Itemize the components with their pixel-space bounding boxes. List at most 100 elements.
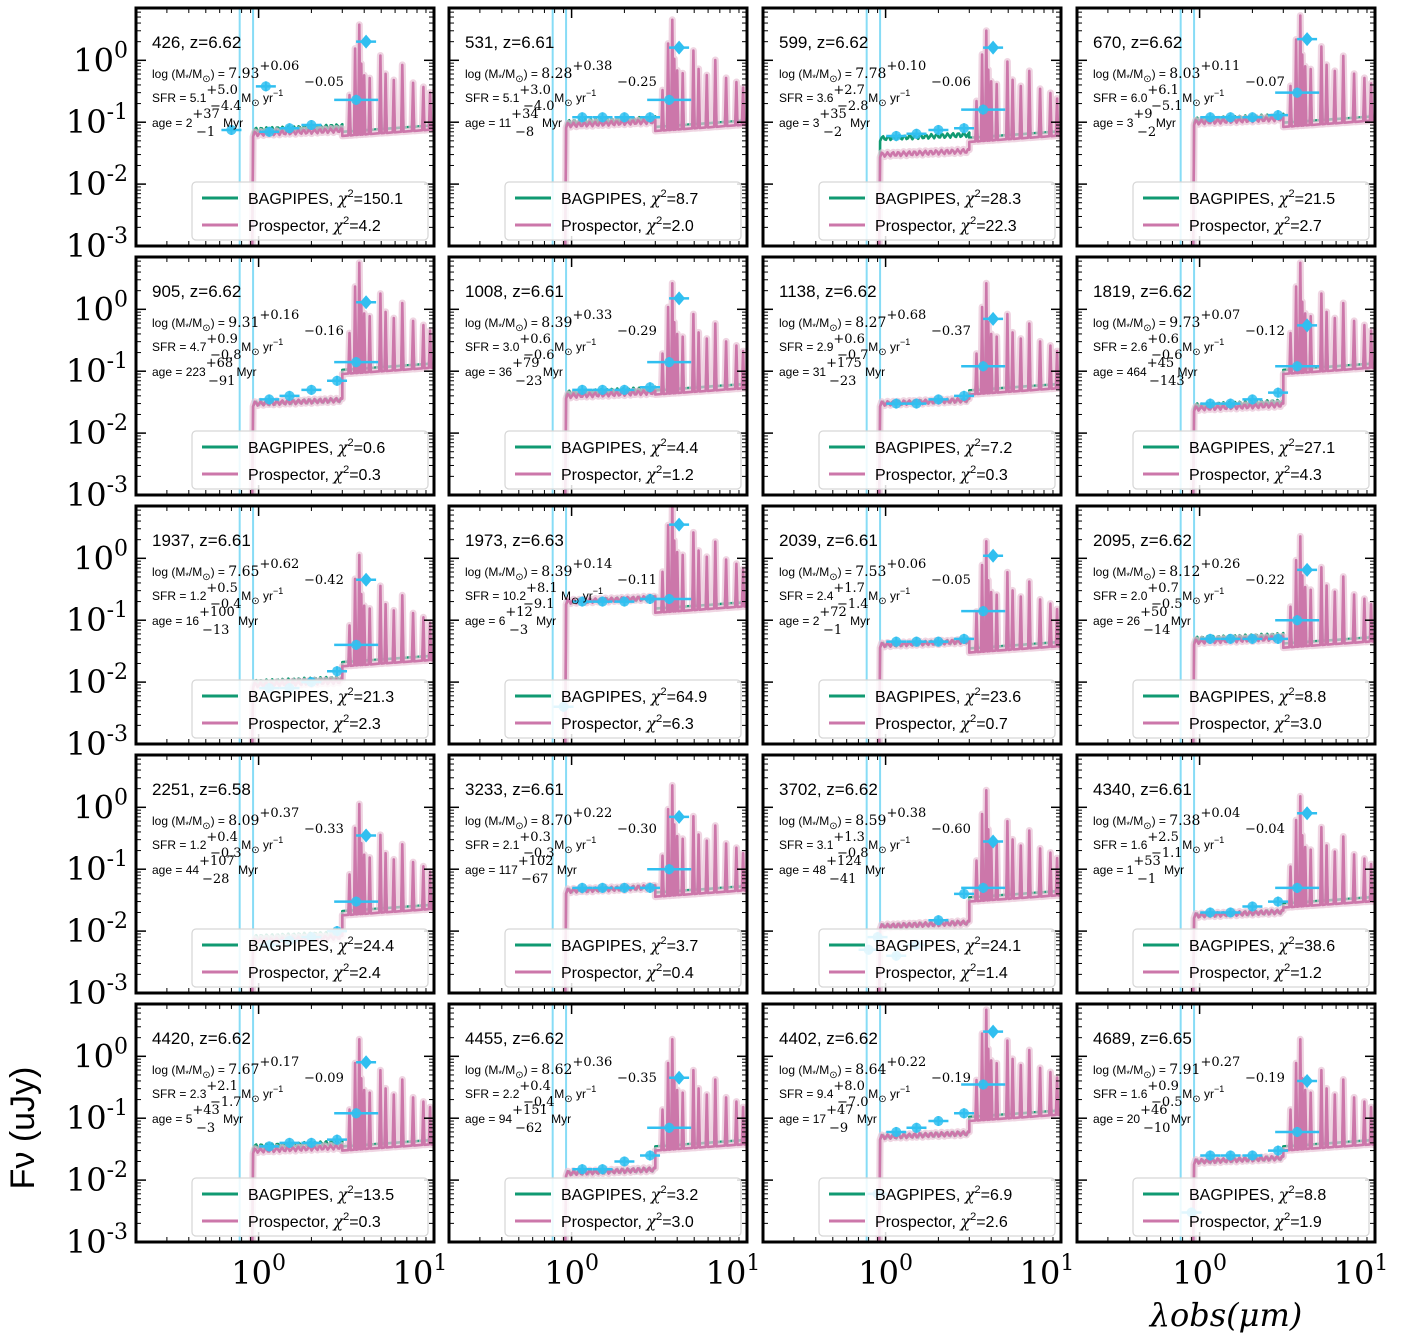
sfr-lower-error: −0.7: [837, 348, 869, 363]
legend-label-prospector: Prospector, χ2=3.0: [1189, 713, 1322, 733]
photometry-point: [1292, 1126, 1303, 1137]
sed-panel: 100 10-1 10-2 10-3 905, z=6.62 log (M*/M⊙) = …: [66, 255, 436, 514]
photometry-point: [306, 384, 317, 395]
legend-box: [504, 1177, 742, 1237]
plot-area: [763, 8, 1061, 246]
legend-label-bagpipes: BAGPIPES, χ2=7.2: [875, 437, 1012, 457]
photometry-point: [306, 1137, 317, 1148]
legend-label-bagpipes: BAGPIPES, χ2=28.3: [875, 188, 1021, 208]
photometry-point: [597, 882, 608, 893]
prospector-spectrum: [1191, 261, 1375, 495]
age-lower-error: −41: [829, 872, 856, 887]
photometry-point: [1273, 387, 1284, 398]
age-lower-error: −3: [509, 623, 528, 638]
photometry-point: [959, 123, 970, 134]
plot-area: [449, 257, 747, 495]
panel-title: 1973, z=6.63: [465, 531, 564, 550]
stellar-mass-text: log (M*/M⊙) = 8.03+0.11: [1093, 59, 1240, 85]
photometry-point: [1247, 112, 1258, 123]
sfr-text: SFR = 1.6+2.5 M⊙ yr−1: [1093, 830, 1224, 856]
legend-label-prospector: Prospector, χ2=2.6: [875, 1211, 1008, 1231]
age-text: age = 3+9 Myr: [1093, 107, 1176, 130]
age-text: age = 16+100 Myr: [152, 605, 258, 628]
stellar-mass-lower-error: −0.22: [1245, 573, 1285, 588]
photometry-point: [360, 34, 373, 49]
legend-box: [191, 928, 429, 988]
photometry-point: [673, 517, 686, 532]
panel-title: 4455, z=6.62: [465, 1029, 564, 1048]
age-text: age = 26+50 Myr: [1093, 605, 1191, 628]
y-tick-label: 10-3: [66, 224, 128, 265]
prospector-spectrum: [1191, 795, 1375, 993]
stellar-mass-text: log (M*/M⊙) = 7.38+0.04: [1093, 806, 1240, 832]
prospector-spectrum: [250, 261, 434, 495]
stellar-mass-text: log (M*/M⊙) = 8.70+0.22: [465, 806, 612, 832]
stellar-mass-lower-error: −0.09: [304, 1071, 344, 1086]
photometry-point: [1205, 112, 1216, 123]
photometry-point: [673, 809, 686, 824]
stellar-mass-text: log (M*/M⊙) = 7.78+0.10: [779, 59, 926, 85]
photometry-point: [959, 390, 970, 401]
panel-title: 1819, z=6.62: [1093, 282, 1192, 301]
panel-frame: [1075, 255, 1377, 497]
stellar-mass-lower-error: −0.19: [1245, 1071, 1285, 1086]
sed-panel: 100 10-1 10-2 10-3 1937, z=6.61 log (M*/M⊙) =…: [66, 504, 436, 763]
legend-box: [191, 679, 429, 739]
sed-panel: 1973, z=6.63 log (M*/M⊙) = 8.39+0.14 −0.11…: [447, 504, 749, 746]
stellar-mass-text: log (M*/M⊙) = 7.65+0.62: [152, 557, 299, 583]
panel-grid: 100 10-1 10-2 10-3 426, z=6.62 log (M*/M⊙) = …: [66, 6, 1388, 1292]
sfr-lower-error: −9.1: [523, 597, 555, 612]
prospector-spectrum: [877, 29, 1061, 246]
photometry-point: [619, 384, 630, 395]
y-tick-label: 10-3: [66, 722, 128, 763]
photometry-point: [664, 594, 675, 605]
stellar-mass-lower-error: −0.16: [304, 324, 344, 339]
stellar-mass-text: log (M*/M⊙) = 9.31+0.16: [152, 308, 299, 334]
photometry-point: [978, 1079, 989, 1090]
photometry-point: [933, 636, 944, 647]
photometry-point: [226, 124, 237, 135]
age-text: age = 36+79 Myr: [465, 356, 563, 379]
photometry-point: [1225, 398, 1236, 409]
photometry-point: [987, 311, 1000, 326]
y-tick-label: 100: [73, 38, 128, 79]
stellar-mass-text: log (M*/M⊙) = 8.09+0.37: [152, 806, 299, 832]
photometry-point: [306, 120, 317, 131]
sfr-lower-error: −0.3: [210, 846, 242, 861]
age-text: age = 11+34 Myr: [465, 107, 562, 130]
panel-title: 1008, z=6.61: [465, 282, 564, 301]
photometry-point: [1273, 110, 1284, 121]
photometry-point: [1225, 907, 1236, 918]
sfr-text: SFR = 3.1+1.3 M⊙ yr−1: [779, 830, 910, 856]
legend-label-bagpipes: BAGPIPES, χ2=64.9: [561, 686, 707, 706]
stellar-mass-lower-error: −0.12: [1245, 324, 1285, 339]
photometry-point: [619, 112, 630, 123]
plot-area: [1077, 506, 1375, 744]
photometry-point: [264, 394, 275, 405]
legend-label-bagpipes: BAGPIPES, χ2=8.8: [1189, 686, 1326, 706]
sfr-text: SFR = 1.6+0.9 M⊙ yr−1: [1093, 1079, 1224, 1105]
photometry-point: [933, 394, 944, 405]
y-tick-label: 100: [73, 785, 128, 826]
sed-panel: 670, z=6.62 log (M*/M⊙) = 8.03+0.11 −0.07 S…: [1075, 6, 1377, 248]
plot-area: [763, 1004, 1061, 1242]
age-text: age = 464+45 Myr: [1093, 356, 1198, 379]
photometry-point: [264, 126, 275, 137]
legend-label-prospector: Prospector, χ2=22.3: [875, 215, 1017, 235]
legend-label-bagpipes: BAGPIPES, χ2=6.9: [875, 1184, 1012, 1204]
photometry-point: [260, 81, 271, 92]
legend-label-bagpipes: BAGPIPES, χ2=150.1: [248, 188, 403, 208]
sed-panel: 2095, z=6.62 log (M*/M⊙) = 8.12+0.26 −0.22…: [1075, 504, 1377, 746]
sfr-lower-error: −1.4: [837, 597, 869, 612]
legend-label-prospector: Prospector, χ2=2.3: [248, 713, 381, 733]
photometry-point: [891, 636, 902, 647]
x-tick-label: 100: [231, 1251, 286, 1292]
sed-panel: 1008, z=6.61 log (M*/M⊙) = 8.39+0.33 −0.29…: [447, 255, 749, 497]
sed-panel: 100 101 4455, z=6.62 log (M*/M⊙) = 8.62+0.3…: [447, 1002, 760, 1292]
prospector-spectrum: [1191, 1038, 1375, 1242]
stellar-mass-lower-error: −0.05: [304, 75, 344, 90]
legend-label-bagpipes: BAGPIPES, χ2=27.1: [1189, 437, 1335, 457]
panel-frame: [134, 255, 436, 497]
sfr-text: SFR = 4.7+0.9 M⊙ yr−1: [152, 332, 283, 358]
stellar-mass-text: log (M*/M⊙) = 7.67+0.17: [152, 1055, 299, 1081]
